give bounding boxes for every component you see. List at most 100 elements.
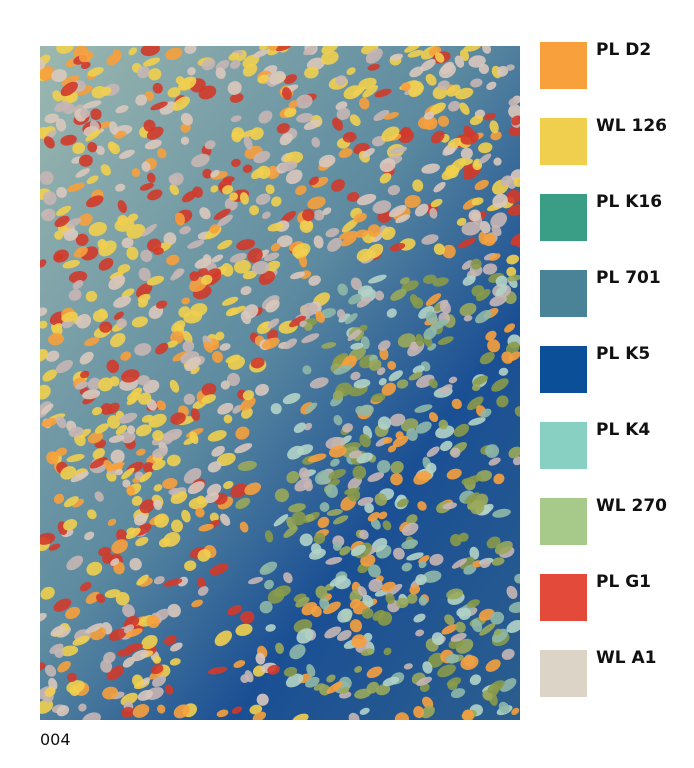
paint-stroke	[339, 546, 351, 556]
paint-stroke	[490, 131, 502, 141]
paint-stroke	[78, 703, 87, 712]
paint-stroke	[313, 532, 326, 545]
paint-stroke	[68, 289, 82, 301]
paint-stroke	[422, 661, 433, 674]
paint-stroke	[163, 428, 183, 442]
paint-stroke	[155, 342, 169, 355]
paint-stroke	[308, 275, 321, 286]
paint-stroke	[244, 482, 262, 496]
paint-stroke	[289, 644, 306, 660]
paint-stroke	[281, 87, 292, 100]
paint-stroke	[131, 168, 141, 178]
paint-stroke	[111, 539, 128, 554]
paint-stroke	[276, 123, 290, 134]
paint-stroke	[60, 645, 79, 657]
paint-stroke	[282, 393, 301, 405]
paint-stroke	[98, 258, 114, 271]
paint-stroke	[258, 270, 276, 285]
paint-stroke	[256, 693, 269, 706]
paint-stroke	[404, 194, 421, 208]
paint-stroke	[417, 501, 427, 511]
paint-stroke	[506, 274, 520, 282]
paint-stroke	[328, 468, 347, 480]
paint-stroke	[115, 468, 123, 476]
paint-stroke	[98, 546, 111, 557]
paint-stroke	[94, 491, 104, 502]
paint-stroke	[261, 337, 280, 350]
paint-stroke	[56, 416, 67, 429]
paint-stroke	[217, 402, 234, 415]
paint-stroke	[189, 271, 200, 282]
paint-stroke	[458, 607, 472, 621]
paint-stroke	[357, 586, 367, 597]
paint-stroke	[327, 237, 343, 252]
paint-stroke	[295, 596, 310, 608]
swatch-label: WL 270	[596, 496, 667, 516]
paint-stroke	[274, 488, 290, 503]
paint-stroke	[54, 101, 70, 113]
paint-stroke	[80, 61, 91, 70]
paint-stroke	[138, 298, 149, 308]
paint-stroke	[249, 205, 259, 216]
paint-stroke	[387, 184, 400, 196]
paint-stroke	[412, 365, 425, 374]
paint-stroke	[170, 642, 183, 652]
paint-stroke	[98, 121, 112, 129]
paint-stroke	[326, 681, 343, 694]
paint-stroke	[80, 108, 90, 119]
paint-stroke	[56, 46, 74, 54]
paint-stroke	[472, 375, 489, 386]
paint-stroke	[199, 207, 211, 220]
paint-stroke	[273, 585, 291, 598]
paint-stroke	[227, 81, 242, 95]
paint-stroke	[360, 648, 375, 656]
paint-stroke	[469, 546, 480, 560]
paint-stroke	[51, 68, 68, 83]
paint-stroke	[379, 158, 396, 173]
paint-stroke	[88, 221, 107, 237]
paint-stroke	[406, 514, 418, 525]
paint-stroke	[501, 648, 515, 660]
paint-stroke	[138, 267, 151, 282]
paint-stroke	[508, 104, 520, 119]
paint-stroke	[164, 684, 174, 695]
paint-stroke	[323, 601, 341, 615]
paint-stroke	[377, 416, 392, 430]
paint-stroke	[383, 647, 392, 656]
paint-stroke	[240, 286, 252, 296]
paint-stroke	[493, 473, 505, 485]
paint-stroke	[355, 405, 365, 415]
paint-stroke	[382, 676, 400, 687]
paint-stroke	[85, 290, 98, 302]
paint-stroke	[303, 119, 322, 130]
paint-stroke	[174, 212, 186, 226]
paint-stroke	[362, 594, 374, 608]
paint-stroke	[326, 674, 336, 683]
paint-stroke	[121, 237, 134, 249]
paint-stroke	[372, 200, 392, 214]
paint-stroke	[166, 454, 181, 467]
paint-stroke	[446, 167, 460, 176]
paint-stroke	[267, 222, 285, 232]
paint-stroke	[302, 365, 312, 375]
paint-stroke	[381, 126, 400, 142]
paint-stroke	[110, 333, 126, 348]
paint-stroke	[207, 430, 227, 442]
paint-stroke	[408, 83, 424, 98]
paint-stroke	[40, 403, 54, 415]
paint-stroke	[445, 653, 459, 664]
paint-stroke	[68, 426, 84, 438]
paint-stroke	[231, 127, 245, 141]
paint-stroke	[201, 58, 216, 71]
paint-stroke	[168, 487, 181, 495]
paint-stroke	[423, 274, 437, 284]
paint-stroke	[368, 274, 387, 284]
paint-stroke	[108, 628, 127, 641]
paint-stroke	[66, 454, 85, 463]
paint-stroke	[409, 66, 424, 78]
paint-stroke	[427, 652, 445, 668]
paint-stroke	[54, 230, 64, 240]
paint-stroke	[429, 553, 444, 566]
paint-stroke	[171, 320, 186, 333]
paint-stroke	[78, 213, 93, 227]
